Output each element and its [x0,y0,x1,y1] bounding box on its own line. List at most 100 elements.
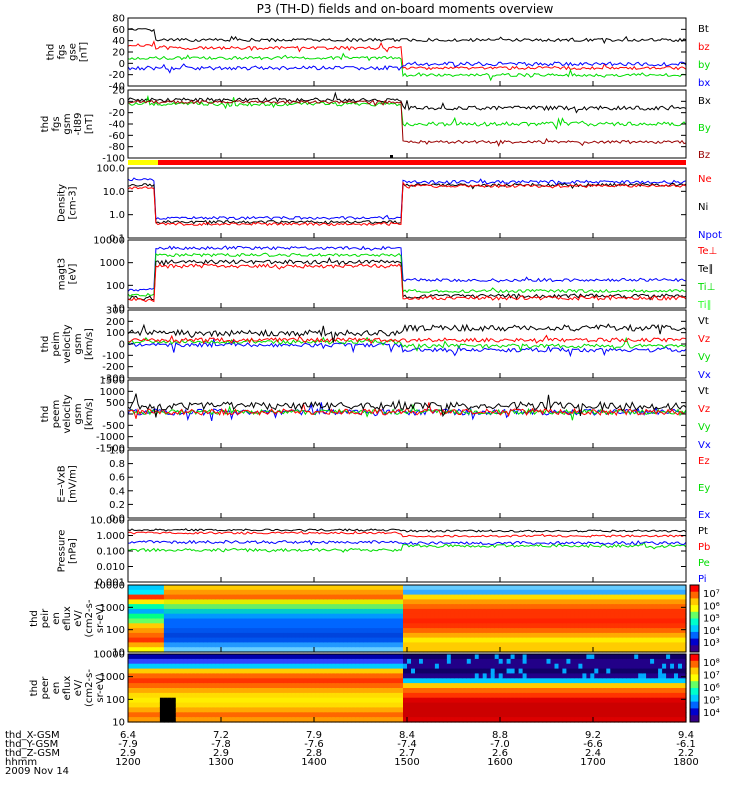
spectrogram-cell [474,663,480,670]
spectrogram-cell [175,628,181,634]
spectrogram-cell [383,604,388,610]
spectrogram-cell [622,663,627,670]
y-tick-label: -40 [109,120,125,131]
spectrogram-cell [143,717,149,723]
spectrogram-cell [642,589,647,596]
spectrogram-cell [327,712,332,718]
spectrogram-cell [287,642,292,648]
spectrogram-cell [594,608,599,615]
spectrogram-cell [128,628,133,634]
spectrogram-cell [343,613,348,620]
spectrogram-cell [351,688,356,694]
colorbar-cell [690,598,699,606]
spectrogram-cell [654,637,659,643]
spectrogram-cell [490,589,496,596]
colorbar-cell [690,708,699,716]
spectrogram-cell [207,599,213,605]
spectrogram-cell [534,642,540,648]
spectrogram-cell [590,618,595,624]
spectrogram-cell [442,683,448,689]
spectrogram-cell [339,707,344,713]
spectrogram-cell [466,717,472,723]
spectrogram-cell [363,618,368,624]
spectrogram-cell [223,673,229,679]
spectrogram-cell [371,589,376,596]
spectrogram-cell [566,688,571,694]
spectrogram-cell [163,658,169,665]
spectrogram-cell [359,663,364,670]
spectrogram-cell [171,673,177,679]
spectrogram-cell [422,642,428,648]
spectrogram-cell [327,658,332,665]
spectrogram-cell [502,647,508,653]
spectrogram-cell [514,599,520,605]
spectrogram-cell [303,673,308,679]
spectrogram-cell [590,707,595,713]
spectrogram-cell [395,637,400,643]
spectrogram-cell [514,678,520,684]
spectrogram-cell [646,585,651,591]
spectrogram-cell [434,647,440,653]
spectrogram-cell [140,642,145,648]
spectrogram-cell [494,623,500,629]
spectrogram-cell [518,628,524,634]
spectrogram-cell [650,637,655,643]
spectrogram-cell [339,647,344,653]
spectrogram-cell [638,599,643,605]
spectrogram-cell [299,702,304,709]
spectrogram-cell [450,589,456,596]
spectrogram-cell [291,658,296,665]
spectrogram-cell [275,589,281,596]
spectrogram-cell [666,712,671,718]
spectrogram-cell [478,623,484,629]
spectrogram-cell [662,594,667,600]
spectrogram-cell [534,608,540,615]
spectrogram-cell [399,594,404,600]
spectrogram-cell [494,683,500,689]
spectrogram-cell [646,623,651,629]
legend-label: Vy [698,352,711,363]
spectrogram-cell [136,589,141,596]
spectrogram-cell [582,618,587,624]
spectrogram-cell [343,618,348,624]
spectrogram-cell [339,688,344,694]
colorbar-label: 10⁵ [703,696,720,707]
spectrogram-cell [434,707,440,713]
spectrogram-cell [239,642,245,648]
spectrogram-cell [151,658,157,665]
spectrogram-cell [367,663,372,670]
spectrogram-cell [359,717,364,723]
spectrogram-cell [654,654,659,660]
spectrogram-cell [379,647,384,653]
y-tick-label: 1000 [100,603,125,614]
spectrogram-cell [450,702,456,709]
colorbar-cell [690,667,699,675]
spectrogram-cell [478,683,484,689]
spectrogram-cell [622,585,627,591]
spectrogram-cell [550,717,556,723]
spectrogram-cell [387,608,392,615]
spectrogram-cell [526,697,532,704]
spectrogram-cell [191,628,197,634]
spectrogram-cell [678,668,683,675]
spectrogram-cell [187,589,193,596]
spectrogram-cell [670,618,675,624]
spectrogram-cell [458,717,464,723]
spectrogram-cell [191,599,197,605]
spectrogram-cell [339,618,344,624]
spectrogram-cell [175,594,181,600]
spectrogram-cell [347,632,352,639]
spectrogram-cell [271,712,277,718]
legend-label: Ti∥ [697,300,712,311]
spectrogram-cell [522,599,528,605]
spectrogram-cell [383,702,388,709]
spectrogram-cell [195,707,201,713]
spectrogram-cell [434,668,440,675]
spectrogram-cell [199,697,205,704]
spectrogram-cell [287,658,292,665]
spectrogram-cell [143,623,149,629]
spectrogram-cell [151,594,157,600]
spectrogram-cell [682,594,687,600]
spectrogram-cell [578,673,583,679]
spectrogram-cell [207,613,213,620]
